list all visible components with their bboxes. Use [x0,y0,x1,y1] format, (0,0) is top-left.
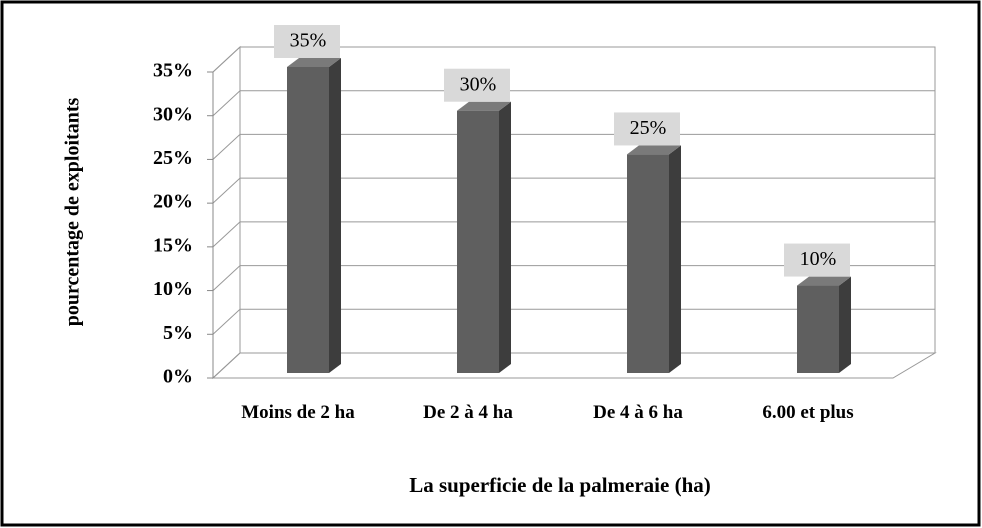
bar-top [287,58,341,67]
value-label: 25% [630,117,667,139]
value-label-box [444,68,510,102]
bar-top [797,276,851,286]
y-tick-label: 35% [153,60,193,82]
bar [457,110,499,373]
y-tick-label: 10% [153,278,193,300]
bar-side [669,145,681,373]
bar [287,67,329,373]
grid-line [212,133,935,160]
value-label-box [274,25,340,58]
y-tick-label: 20% [153,191,193,213]
value-label-box [614,112,680,146]
value-label: 30% [460,73,497,95]
y-tick-label: 25% [153,147,193,169]
y-tick-label: 15% [153,234,193,256]
x-tick-label: Moins de 2 ha [241,402,355,423]
x-tick-label: De 4 à 6 ha [593,402,683,423]
grid-line [212,265,935,291]
y-tick-label: 0% [163,366,193,388]
value-label: 35% [290,30,327,52]
bar-side [499,101,511,373]
bar-side [839,276,851,373]
bar-side [329,58,341,373]
value-label-box [784,243,850,277]
grid-line [212,308,935,335]
side-wall [212,45,241,380]
y-axis-title: pourcentage de exploitants [62,98,84,327]
x-tick-label: De 2 à 4 ha [423,402,513,423]
x-axis-title: La superficie de la palmeraie (ha) [409,473,711,497]
bar-top [457,101,511,111]
bar [797,285,839,373]
grid-line [212,46,935,73]
grid-line [212,221,935,248]
grid-line [212,177,935,204]
x-tick-label: 6.00 et plus [762,402,854,423]
grid-line [212,352,935,379]
bar [627,154,669,373]
value-label: 10% [800,248,837,270]
grid-line [212,90,935,117]
y-tick-label: 30% [153,103,193,125]
bar-top [627,145,681,155]
y-tick-label: 5% [163,322,193,344]
